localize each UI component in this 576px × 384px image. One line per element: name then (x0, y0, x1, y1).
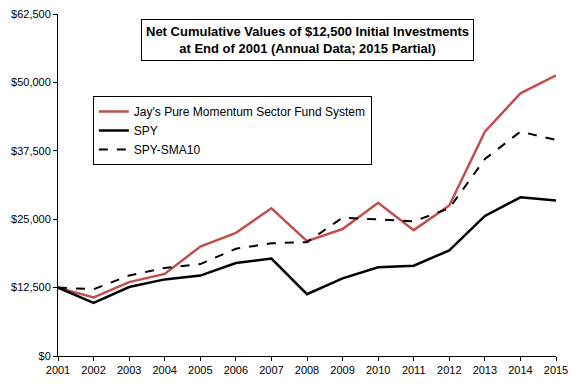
svg-text:$25,000: $25,000 (11, 213, 51, 225)
svg-text:2006: 2006 (224, 364, 248, 376)
svg-text:2009: 2009 (330, 364, 354, 376)
svg-text:SPY: SPY (134, 124, 158, 138)
svg-text:Jay's Pure Momentum Sector Fun: Jay's Pure Momentum Sector Fund System (134, 105, 365, 119)
svg-text:$62,500: $62,500 (11, 8, 51, 20)
svg-text:2011: 2011 (402, 364, 426, 376)
svg-text:$50,000: $50,000 (11, 76, 51, 88)
svg-text:2003: 2003 (117, 364, 141, 376)
svg-text:$37,500: $37,500 (11, 145, 51, 157)
svg-text:Net Cumulative Values of $12,5: Net Cumulative Values of $12,500 Initial… (146, 24, 469, 56)
svg-text:2013: 2013 (473, 364, 497, 376)
svg-text:2008: 2008 (295, 364, 319, 376)
svg-text:$0: $0 (39, 350, 51, 362)
svg-text:2004: 2004 (152, 364, 176, 376)
svg-text:2001: 2001 (46, 364, 70, 376)
svg-text:2015: 2015 (544, 364, 568, 376)
svg-text:2005: 2005 (188, 364, 212, 376)
svg-text:2007: 2007 (259, 364, 283, 376)
svg-text:SPY-SMA10: SPY-SMA10 (134, 143, 201, 157)
svg-text:2010: 2010 (366, 364, 390, 376)
svg-text:2014: 2014 (508, 364, 532, 376)
svg-text:2012: 2012 (437, 364, 461, 376)
svg-text:2002: 2002 (81, 364, 105, 376)
svg-text:$12,500: $12,500 (11, 281, 51, 293)
